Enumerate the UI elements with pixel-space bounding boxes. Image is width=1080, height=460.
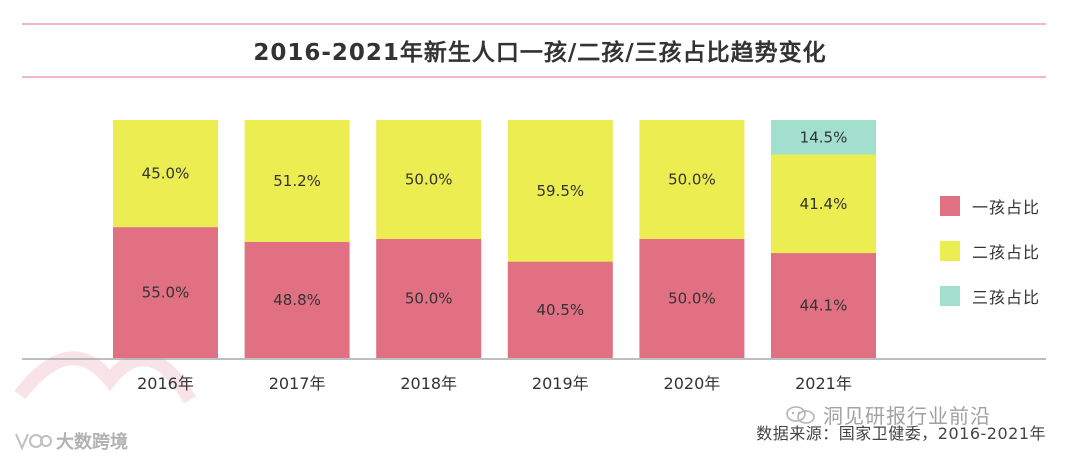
data-label-1-6: 44.1% <box>800 297 848 315</box>
legend-label-third-child: 三孩占比 <box>972 288 1041 307</box>
watermark: 大数跨境 <box>12 428 128 454</box>
bar-segment-1-5 <box>639 239 745 358</box>
bar-segment-1-6 <box>771 253 876 358</box>
watermark-logo-icon <box>15 433 52 451</box>
bar-segment-1-3 <box>376 239 482 358</box>
legend-swatch-second-child <box>940 241 960 261</box>
x-tick-label-1: 2016年 <box>137 374 194 393</box>
data-label-2-5: 50.0% <box>668 171 716 189</box>
data-label-2-2: 51.2% <box>273 172 321 190</box>
data-label-3-6: 14.5% <box>800 128 848 146</box>
data-label-1-3: 50.0% <box>405 290 453 308</box>
bar-segment-2-3 <box>376 120 482 239</box>
data-label-2-6: 41.4% <box>800 195 848 213</box>
top-rule <box>22 23 1046 25</box>
bar-segment-1-4 <box>507 261 613 358</box>
data-source: 数据来源：国家卫健委，2016-2021年 <box>756 424 1046 443</box>
x-tick-label-6: 2021年 <box>795 374 852 393</box>
bar-segment-1-1 <box>113 227 218 358</box>
legend-item-third-child: 三孩占比 <box>940 286 1041 307</box>
title-underline <box>22 76 1046 78</box>
data-label-2-4: 59.5% <box>536 182 584 200</box>
data-label-1-5: 50.0% <box>668 290 716 308</box>
data-label-1-4: 40.5% <box>536 301 584 319</box>
bar-segment-2-1 <box>113 120 218 228</box>
bar-segment-1-2 <box>244 241 350 358</box>
legend-label-first-child: 一孩占比 <box>972 198 1041 217</box>
legend: 一孩占比 二孩占比 三孩占比 <box>940 196 1040 331</box>
bar-segment-2-6 <box>771 154 876 254</box>
x-tick-label-4: 2019年 <box>532 374 589 393</box>
legend-item-first-child: 一孩占比 <box>940 196 1041 217</box>
bar-segment-3-6 <box>771 120 876 155</box>
x-tick-label-5: 2020年 <box>664 374 721 393</box>
watermark-text: 大数跨境 <box>56 432 128 453</box>
data-label-2-3: 50.0% <box>405 171 453 189</box>
bar-segment-2-5 <box>639 120 745 239</box>
legend-swatch-third-child <box>940 286 960 306</box>
wechat-account: 洞见研报行业前沿 <box>785 400 991 429</box>
x-tick-label-3: 2018年 <box>400 374 457 393</box>
watermark-shape <box>14 351 197 404</box>
chart-title: 2016-2021年新生人口一孩/二孩/三孩占比趋势变化 <box>253 40 827 66</box>
data-label-2-1: 45.0% <box>142 165 190 183</box>
legend-label-second-child: 二孩占比 <box>972 243 1041 262</box>
bar-segment-2-4 <box>507 120 613 262</box>
data-label-1-2: 48.8% <box>273 291 321 309</box>
data-label-1-1: 55.0% <box>142 284 190 302</box>
bar-segment-2-2 <box>244 120 350 242</box>
legend-item-second-child: 二孩占比 <box>940 241 1041 262</box>
x-tick-label-2: 2017年 <box>269 374 326 393</box>
legend-swatch-first-child <box>940 196 960 216</box>
wechat-icon <box>786 405 815 424</box>
wechat-account-name: 洞见研报行业前沿 <box>823 404 991 428</box>
